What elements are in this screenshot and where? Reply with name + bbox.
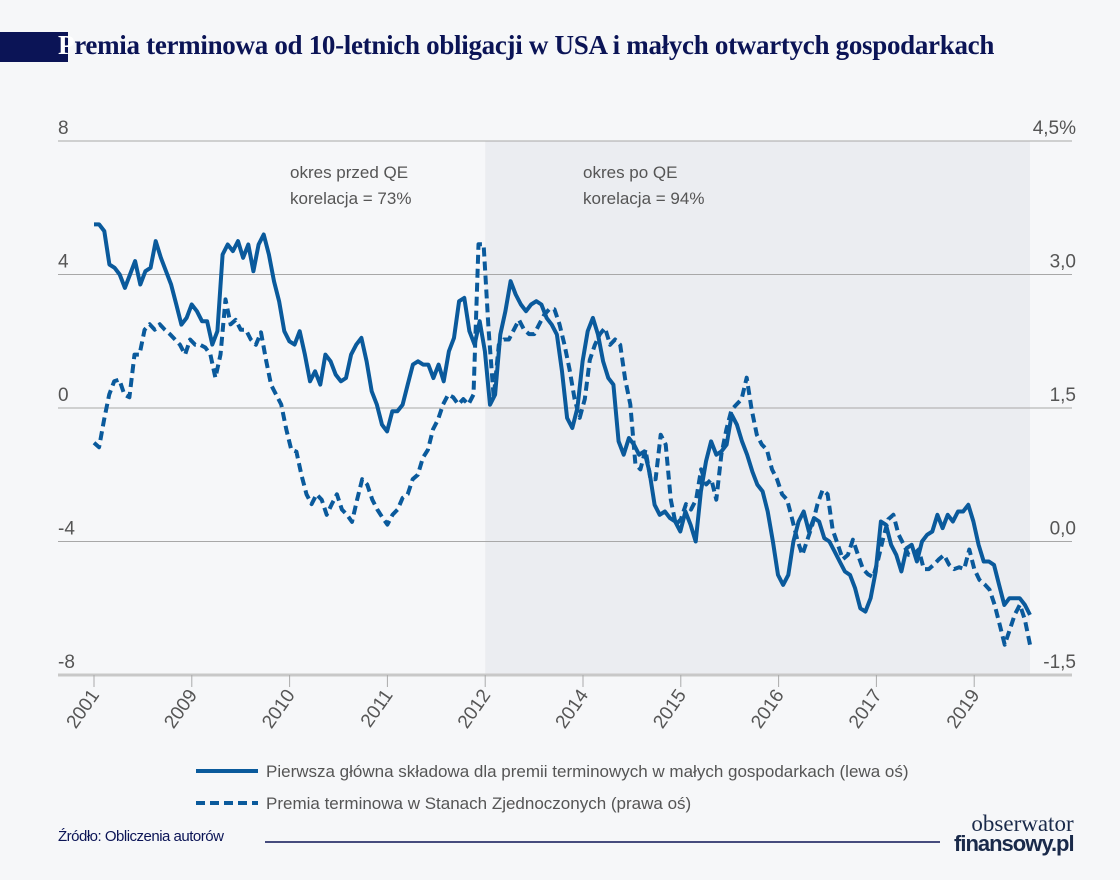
annotation: okres po QE xyxy=(583,163,678,182)
right-axis-tick: 3,0 xyxy=(1050,252,1076,273)
x-axis-tick: 2012 xyxy=(454,686,495,733)
series-line-usa xyxy=(92,242,1032,647)
title-first-letter: P xyxy=(58,30,75,60)
x-axis-tick: 2001 xyxy=(63,686,104,733)
left-axis-tick: -4 xyxy=(58,519,75,540)
legend-label: Pierwsza główna składowa dla premii term… xyxy=(266,762,909,781)
source-note: Źródło: Obliczenia autorów xyxy=(58,828,224,845)
title-text: remia terminowa od 10-letnich obligacji … xyxy=(74,30,995,60)
x-axis-tick: 2016 xyxy=(747,686,788,733)
left-axis-tick: 8 xyxy=(58,118,69,139)
annotation: korelacja = 94% xyxy=(583,189,704,208)
annotation: okres przed QE xyxy=(290,163,408,182)
x-axis-tick: 2017 xyxy=(845,686,886,733)
legend-label: Premia terminowa w Stanach Zjednoczonych… xyxy=(266,794,691,813)
x-axis-tick: 2015 xyxy=(649,686,690,733)
title-accent-band xyxy=(0,32,68,62)
logo-line1: obserwator xyxy=(971,811,1074,836)
publisher-logo: obserwator finansowy.pl xyxy=(954,811,1075,856)
x-axis-tick: 2009 xyxy=(160,686,201,733)
x-axis-tick: 2011 xyxy=(357,686,398,732)
left-axis-tick: -8 xyxy=(58,652,75,673)
right-axis-tick: 1,5 xyxy=(1050,385,1076,406)
left-axis-tick: 4 xyxy=(58,252,69,273)
chart-title: Premia terminowa od 10-letnich obligacji… xyxy=(58,30,994,61)
left-axis-tick: 0 xyxy=(58,385,69,406)
series-line-small-economies xyxy=(94,222,1032,616)
right-axis-tick: 4,5% xyxy=(1033,118,1076,139)
x-axis-tick: 2019 xyxy=(943,686,984,733)
logo-line2: finansowy.pl xyxy=(954,831,1075,856)
x-axis-tick: 2014 xyxy=(552,685,594,732)
right-axis-tick: 0,0 xyxy=(1050,519,1076,540)
x-axis-tick: 2010 xyxy=(258,686,299,733)
annotation: korelacja = 73% xyxy=(290,189,411,208)
right-axis-tick: -1,5 xyxy=(1043,652,1076,673)
